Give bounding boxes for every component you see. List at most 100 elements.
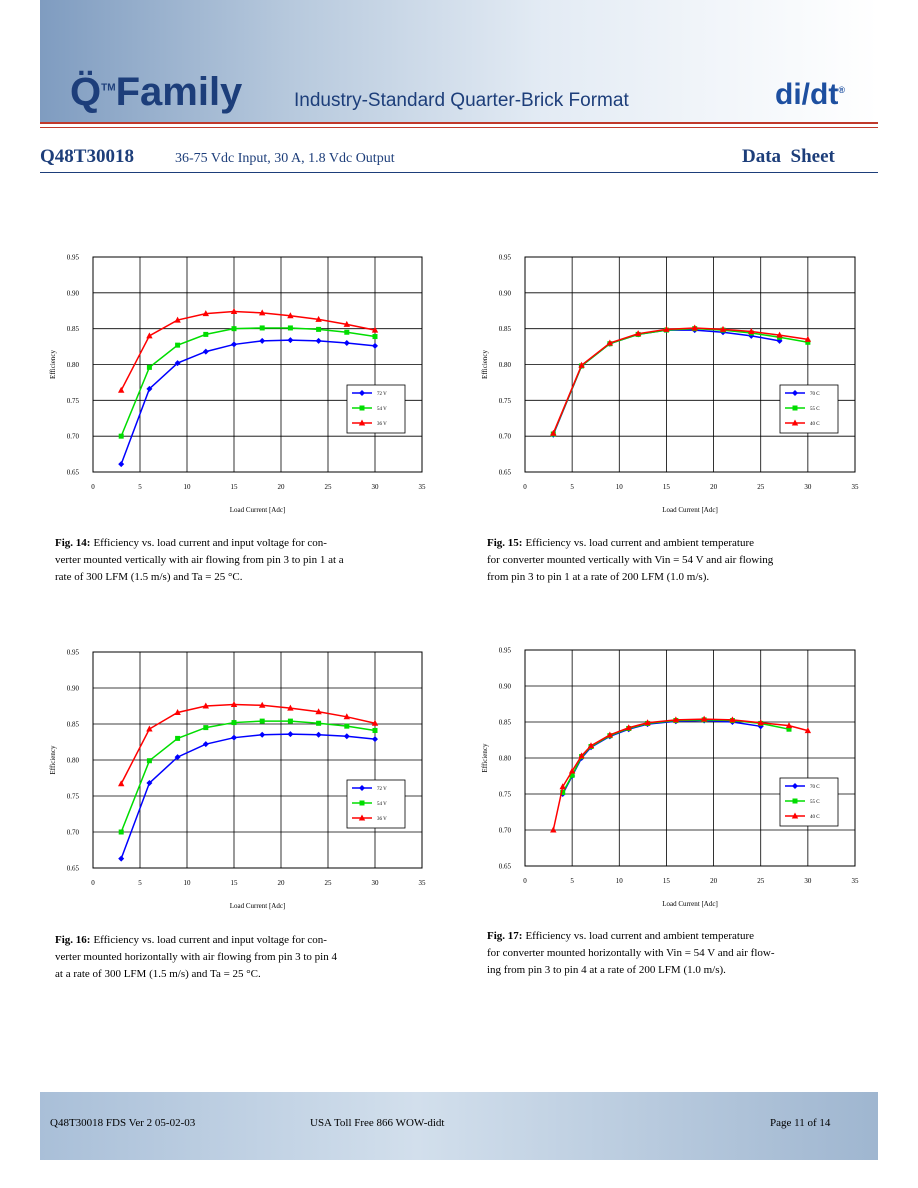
x-tick-label: 20	[278, 483, 286, 491]
marker	[315, 337, 322, 344]
plot-frame	[524, 256, 856, 473]
legend-label: 36 V	[377, 422, 387, 427]
caption-line: for converter mounted vertically with Vi…	[487, 552, 773, 569]
caption-line: Fig. 16: Efficiency vs. load current and …	[55, 932, 337, 949]
marker	[202, 348, 209, 355]
x-tick-label: 30	[372, 879, 380, 887]
series-line	[120, 720, 376, 833]
legend-label: 72 V	[377, 392, 387, 397]
marker	[560, 790, 566, 796]
marker	[231, 734, 237, 741]
y-tick-label: 0.75	[67, 397, 80, 405]
marker	[287, 704, 294, 711]
marker	[315, 731, 322, 738]
rule	[40, 127, 878, 128]
caption-label: Fig. 16:	[55, 934, 91, 946]
caption-label: Fig. 17:	[487, 930, 523, 942]
marker	[372, 334, 378, 340]
marker	[606, 339, 614, 346]
marker	[259, 325, 265, 331]
caption-text: for converter mounted horizontally with …	[487, 947, 775, 959]
legend-label: 70 C	[810, 392, 820, 397]
y-tick-label: 0.85	[67, 325, 80, 333]
marker	[785, 722, 793, 729]
marker	[776, 331, 783, 338]
marker	[118, 386, 125, 393]
marker	[316, 326, 322, 332]
caption-line: verter mounted vertically with air flowi…	[55, 552, 344, 569]
marker	[644, 719, 651, 726]
header-banner	[40, 0, 878, 122]
caption-line: verter mounted horizontally with air flo…	[55, 949, 337, 966]
series-line	[562, 719, 761, 795]
marker	[175, 735, 181, 741]
x-tick-label: 35	[419, 483, 427, 491]
logo-tm: TM	[101, 82, 116, 94]
marker	[371, 719, 379, 726]
caption-line: for converter mounted horizontally with …	[487, 945, 775, 962]
marker	[231, 341, 237, 348]
caption: Fig. 14: Efficiency vs. load current and …	[55, 535, 344, 586]
x-tick-label: 15	[663, 877, 671, 885]
brand: di/dt®	[775, 78, 845, 112]
marker	[287, 312, 294, 319]
x-tick-label: 0	[523, 877, 527, 885]
marker	[700, 715, 708, 722]
x-tick-label: 20	[710, 877, 718, 885]
caption-text: at a rate of 300 LFM (1.5 m/s) and Ta = …	[55, 968, 261, 980]
x-tick-label: 10	[616, 877, 624, 885]
marker	[358, 419, 366, 426]
marker	[146, 332, 153, 339]
marker	[359, 785, 365, 791]
y-tick-label: 0.65	[499, 469, 512, 477]
marker	[786, 726, 792, 732]
x-tick-label: 15	[231, 483, 239, 491]
x-tick-label: 0	[523, 483, 527, 491]
plot-frame	[92, 256, 423, 473]
marker	[230, 701, 238, 708]
y-tick-label: 0.95	[499, 254, 512, 262]
marker	[343, 733, 350, 740]
legend-label: 70 C	[810, 785, 820, 790]
footer-left: Q48T30018 FDS Ver 2 05-02-03	[50, 1117, 196, 1129]
caption-line: Fig. 17: Efficiency vs. load current and …	[487, 928, 775, 945]
legend-label: 40 C	[810, 815, 820, 820]
marker	[578, 752, 585, 759]
caption-line: from pin 3 to pin 1 at a rate of 200 LFM…	[487, 569, 773, 586]
x-tick-label: 35	[852, 483, 860, 491]
series-line	[552, 327, 808, 434]
x-tick-label: 5	[570, 483, 574, 491]
marker	[791, 419, 799, 426]
series-line	[120, 310, 376, 391]
marker	[748, 328, 755, 335]
caption-line: ing from pin 3 to pin 4 at a rate of 200…	[487, 962, 775, 979]
tagline: Industry-Standard Quarter-Brick Format	[294, 90, 629, 111]
marker	[792, 783, 798, 789]
caption-text: from pin 3 to pin 1 at a rate of 200 LFM…	[487, 571, 710, 583]
y-tick-label: 0.70	[67, 829, 80, 837]
description: 36-75 Vdc Input, 30 A, 1.8 Vdc Output	[175, 151, 395, 166]
legend-box	[779, 777, 839, 827]
series-line	[562, 719, 790, 793]
marker	[287, 337, 294, 344]
footer-center: USA Toll Free 866 WOW-didt	[310, 1117, 445, 1129]
x-tick-label: 0	[91, 483, 95, 491]
caption-line: at a rate of 300 LFM (1.5 m/s) and Ta = …	[55, 966, 337, 983]
y-axis-label: Efficiency	[49, 745, 57, 775]
series-line	[552, 718, 809, 831]
x-tick-label: 10	[616, 483, 624, 491]
caption-line: rate of 300 LFM (1.5 m/s) and Ta = 25 °C…	[55, 569, 344, 586]
legend-label: 55 C	[810, 407, 820, 412]
marker	[287, 325, 293, 331]
y-tick-label: 0.80	[67, 757, 80, 765]
x-axis-label: Load Current [Adc]	[662, 900, 718, 908]
marker	[359, 800, 365, 806]
x-tick-label: 30	[804, 483, 812, 491]
x-tick-label: 5	[138, 483, 142, 491]
marker	[569, 772, 575, 778]
rule	[40, 172, 878, 173]
y-tick-label: 0.70	[67, 433, 80, 441]
footer-right: Page 11 of 14	[770, 1117, 831, 1129]
logo: Q̈TMFamily	[70, 70, 242, 115]
